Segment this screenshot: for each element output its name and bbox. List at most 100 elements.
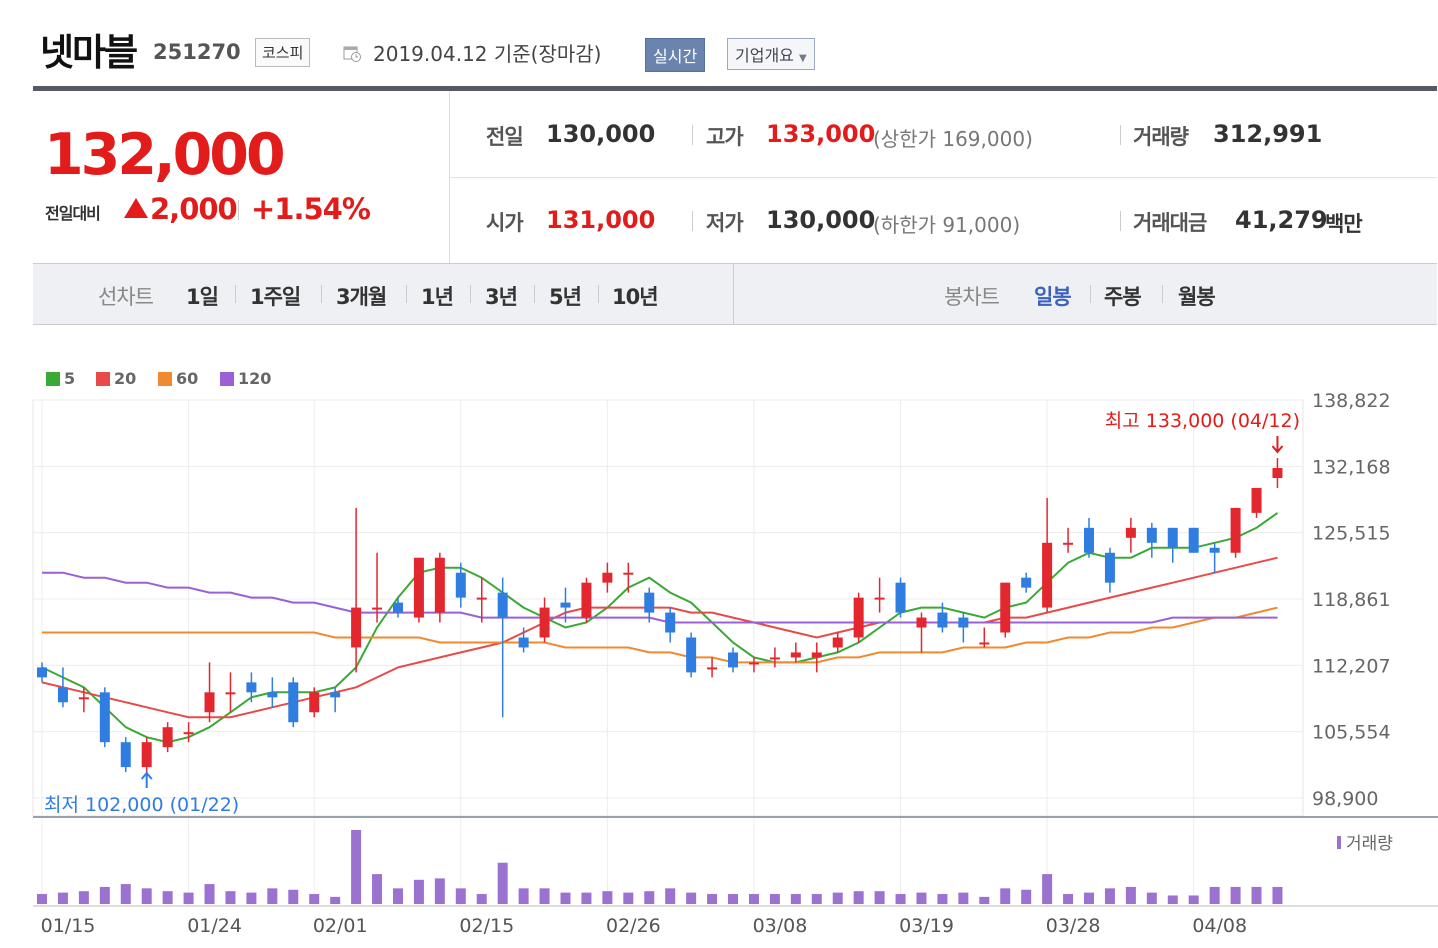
candle-body bbox=[916, 617, 927, 628]
candle-body bbox=[707, 667, 718, 670]
legend-swatch-ma20 bbox=[96, 372, 110, 386]
candle-body bbox=[37, 667, 47, 678]
stock-name: 넷마블 bbox=[40, 31, 138, 74]
tab-monthly-candle[interactable]: 월봉 bbox=[1178, 285, 1216, 309]
candle-body bbox=[413, 557, 424, 618]
low-label: 저가 bbox=[706, 211, 744, 235]
y-tick-label: 118,861 bbox=[1312, 589, 1391, 611]
header-divider bbox=[33, 86, 1437, 91]
candle-body bbox=[162, 727, 173, 748]
candle-body bbox=[1251, 487, 1262, 513]
volume-bar bbox=[57, 892, 68, 904]
y-tick-label: 112,207 bbox=[1312, 655, 1391, 677]
candle-body bbox=[57, 687, 68, 703]
volume-bar bbox=[853, 891, 864, 904]
line-chart-label: 선차트 bbox=[98, 285, 154, 309]
candle-body bbox=[665, 612, 676, 633]
candle-chart-label: 봉차트 bbox=[944, 285, 1000, 309]
candle-body bbox=[78, 697, 89, 700]
candle-body bbox=[434, 557, 445, 613]
volume-bar bbox=[37, 894, 47, 904]
calendar-clock-icon bbox=[343, 44, 361, 62]
row-divider bbox=[450, 177, 1437, 178]
tab-10years[interactable]: 10년 bbox=[612, 285, 659, 309]
tab-1year[interactable]: 1년 bbox=[421, 285, 454, 309]
volume-bar bbox=[1209, 886, 1220, 904]
volume-bar bbox=[476, 894, 487, 904]
volume-bar bbox=[769, 894, 780, 904]
legend-label-ma5: 5 bbox=[64, 369, 76, 388]
candle-body bbox=[1084, 527, 1094, 553]
tab-3years[interactable]: 3년 bbox=[485, 285, 518, 309]
divider bbox=[406, 285, 407, 303]
volume-bar bbox=[1230, 886, 1241, 904]
candle-body bbox=[183, 732, 194, 735]
volume-bar bbox=[560, 892, 571, 904]
volume-bar bbox=[581, 892, 592, 904]
candle-body bbox=[895, 582, 906, 613]
volume-bar bbox=[330, 896, 341, 904]
volume-bar bbox=[728, 894, 739, 904]
divider bbox=[1120, 211, 1121, 231]
volume-bar bbox=[246, 892, 257, 904]
candle-body bbox=[1167, 527, 1178, 548]
divider bbox=[470, 285, 471, 303]
company-overview-dropdown[interactable]: 기업개요 ▼ bbox=[727, 38, 815, 70]
volume-bar bbox=[288, 889, 299, 904]
high-label: 고가 bbox=[706, 125, 744, 149]
volume-bar bbox=[1251, 886, 1262, 904]
candle-body bbox=[1209, 547, 1220, 553]
volume-label: 거래량 bbox=[1133, 125, 1189, 149]
candle-body bbox=[958, 617, 969, 628]
volume-bar bbox=[874, 891, 885, 904]
candle-body bbox=[1125, 527, 1136, 538]
tab-5years[interactable]: 5년 bbox=[549, 285, 582, 309]
high-value: 133,000 bbox=[766, 120, 876, 148]
tab-1week[interactable]: 1주일 bbox=[250, 285, 301, 309]
realtime-button[interactable]: 실시간 bbox=[645, 38, 706, 72]
volume-bar bbox=[707, 894, 718, 904]
x-tick-label: 04/08 bbox=[1192, 915, 1247, 937]
candle-body bbox=[246, 682, 257, 693]
candle-body bbox=[309, 692, 320, 713]
candle-body bbox=[560, 602, 571, 608]
price-chart[interactable]: 138,822 132,168 125,515 118,861 112,207 105,5… bbox=[0, 330, 1438, 948]
candle-body bbox=[874, 597, 885, 600]
volume-bar bbox=[141, 888, 152, 904]
divider bbox=[1120, 125, 1121, 145]
volume-bar bbox=[455, 888, 466, 904]
candle-body bbox=[686, 637, 697, 673]
x-tick-label: 01/15 bbox=[41, 915, 96, 937]
volume-bar bbox=[748, 894, 759, 904]
y-tick-label: 138,822 bbox=[1312, 390, 1391, 412]
company-overview-label: 기업개요 bbox=[735, 46, 794, 65]
volume-bar bbox=[78, 891, 89, 904]
dropdown-caret-icon: ▼ bbox=[798, 53, 807, 64]
volume-bar bbox=[895, 894, 906, 904]
candle-body bbox=[141, 742, 152, 768]
current-price: 132,000 bbox=[44, 122, 286, 188]
up-arrow-icon bbox=[140, 771, 153, 788]
x-tick-label: 03/19 bbox=[899, 915, 954, 937]
candle-body bbox=[330, 692, 341, 698]
candle-body bbox=[1104, 552, 1115, 583]
tab-daily-candle[interactable]: 일봉 bbox=[1034, 285, 1072, 309]
tab-3months[interactable]: 3개월 bbox=[336, 285, 387, 309]
volume-bar bbox=[1188, 895, 1199, 904]
divider bbox=[238, 200, 239, 220]
candle-body bbox=[476, 597, 487, 600]
ma-line-60 bbox=[42, 606, 1278, 664]
volume-bar bbox=[1084, 892, 1094, 904]
tab-weekly-candle[interactable]: 주봉 bbox=[1104, 285, 1142, 309]
volume-legend-swatch bbox=[1337, 836, 1341, 849]
x-tick-label: 01/24 bbox=[187, 915, 242, 937]
candle-body bbox=[392, 602, 403, 613]
y-tick-label: 105,554 bbox=[1312, 722, 1391, 744]
change-label: 전일대비 bbox=[45, 204, 101, 223]
lower-limit: (하한가 91,000) bbox=[873, 213, 1021, 237]
candle-body bbox=[372, 607, 383, 610]
candle-body bbox=[748, 662, 759, 665]
tab-1day[interactable]: 1일 bbox=[186, 285, 219, 309]
volume-bar bbox=[665, 888, 676, 904]
volume-bar bbox=[1000, 888, 1011, 904]
